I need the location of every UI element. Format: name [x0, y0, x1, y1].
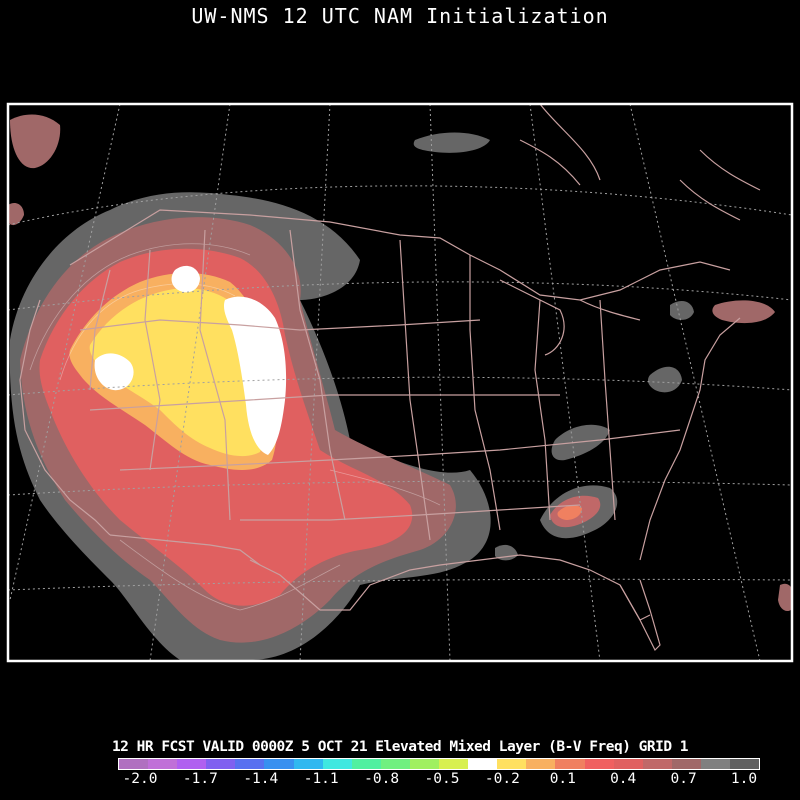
eml-field-patches	[8, 114, 792, 611]
state-line-6	[469, 255, 501, 531]
colorbar-swatch	[584, 759, 614, 769]
colorbar-tick-label: 1.0	[730, 771, 758, 787]
colorbar-tick-label: 0.4	[610, 771, 637, 787]
mexico-border	[109, 534, 261, 566]
colorbar-swatch	[177, 759, 207, 769]
canada-coast	[679, 149, 761, 221]
state-line-7	[534, 299, 551, 521]
us-canada-border	[69, 209, 731, 301]
colorbar-swatch	[409, 759, 440, 769]
colorbar-swatch	[526, 759, 556, 769]
colorbar-swatch	[439, 759, 469, 769]
eml-patch-southeast-core	[557, 505, 582, 520]
hudson-bay-coast	[519, 104, 601, 186]
colorbar	[118, 758, 760, 770]
colorbar-tick-label: -1.1	[303, 771, 339, 787]
eml-patch-great-lakes	[647, 366, 682, 393]
eml-patch-canada	[413, 132, 490, 153]
great-lakes	[499, 279, 641, 356]
colorbar-swatch	[555, 759, 585, 769]
west-coast	[19, 299, 111, 536]
colorbar-swatch	[468, 759, 498, 769]
colorbar-swatch	[206, 759, 236, 769]
map-panel	[8, 104, 792, 661]
gulf-coast	[249, 554, 651, 621]
eml-region-west-max-3	[171, 265, 200, 293]
colorbar-swatch	[235, 759, 265, 769]
colorbar-swatch	[351, 759, 381, 769]
graticule	[8, 104, 792, 661]
eml-patch-northeast	[712, 300, 775, 324]
colorbar-tick-label: -0.8	[364, 771, 400, 787]
state-line-11	[119, 429, 681, 471]
state-line-3	[199, 229, 231, 521]
eml-field-west	[9, 192, 491, 660]
colorbar-tick-label: -1.4	[243, 771, 279, 787]
colorbar-swatch	[729, 759, 760, 769]
eml-patch-ohio-valley	[551, 424, 610, 461]
eml-patch-new-england	[670, 300, 694, 320]
state-line-9	[79, 319, 481, 331]
colorbar-swatch	[264, 759, 294, 769]
state-line-10	[89, 394, 560, 411]
colorbar-swatch	[380, 759, 410, 769]
colorbar-swatch	[497, 759, 527, 769]
colorbar-swatch	[613, 759, 643, 769]
map-frame	[6, 102, 794, 663]
state-line-5	[399, 239, 431, 541]
colorbar-tick-label: -1.7	[182, 771, 218, 787]
colorbar-swatch	[700, 759, 730, 769]
state-line-2	[144, 249, 161, 471]
eml-region-west-max-2	[94, 353, 134, 391]
colorbar-swatch	[148, 759, 178, 769]
colorbar-ticks: -2.0 -1.7 -1.4 -1.1 -0.8 -0.5 -0.2 0.1 0.4 0.7 1.0	[0, 771, 800, 791]
east-coast	[639, 317, 741, 561]
colorbar-tick-label: -2.0	[122, 771, 158, 787]
colorbar-tick-label: -0.5	[424, 771, 460, 787]
state-line-12	[240, 504, 581, 521]
colorbar-swatch	[322, 759, 352, 769]
colorbar-swatch	[642, 759, 672, 769]
florida	[619, 579, 661, 652]
eml-region-west-peak	[89, 288, 267, 457]
colorbar-swatch	[671, 759, 701, 769]
colorbar-tick-label: -0.2	[484, 771, 520, 787]
colorbar-tick-label: 0.7	[670, 771, 697, 787]
colorbar-swatch	[293, 759, 323, 769]
eml-region-west-max-1	[223, 296, 287, 455]
state-line-1	[89, 269, 111, 391]
colorbar-tick-label: 0.1	[549, 771, 576, 787]
eml-patch-pacific	[8, 203, 24, 226]
contour-lines	[29, 243, 441, 611]
eml-patch-atlantic	[778, 583, 792, 611]
map-title: UW-NMS 12 UTC NAM Initialization	[191, 4, 609, 28]
state-line-8	[599, 299, 616, 521]
state-line-4	[289, 229, 346, 521]
eml-patch-northwest	[10, 114, 61, 169]
map-caption: 12 HR FCST VALID 0000Z 5 OCT 21 Elevated…	[111, 739, 689, 755]
colorbar-swatch	[119, 759, 149, 769]
political-boundaries	[19, 104, 761, 652]
